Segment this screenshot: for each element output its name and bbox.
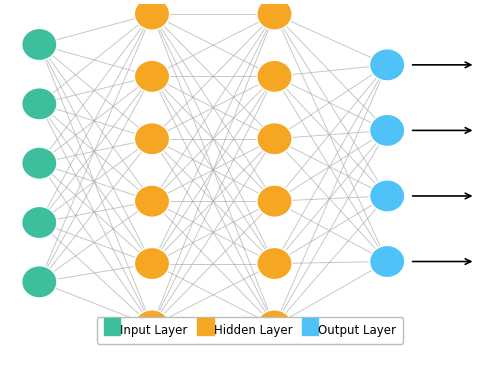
Ellipse shape — [22, 266, 57, 298]
Ellipse shape — [257, 247, 292, 280]
Ellipse shape — [257, 0, 292, 30]
Ellipse shape — [257, 185, 292, 217]
Legend: Input Layer, Hidden Layer, Output Layer: Input Layer, Hidden Layer, Output Layer — [96, 317, 404, 344]
Ellipse shape — [370, 49, 405, 81]
Ellipse shape — [134, 123, 170, 155]
Ellipse shape — [370, 114, 405, 147]
Ellipse shape — [257, 60, 292, 93]
Ellipse shape — [134, 310, 170, 342]
Ellipse shape — [22, 147, 57, 179]
Ellipse shape — [257, 310, 292, 342]
Ellipse shape — [22, 207, 57, 239]
Ellipse shape — [257, 123, 292, 155]
Ellipse shape — [370, 180, 405, 212]
Ellipse shape — [22, 29, 57, 61]
Ellipse shape — [370, 245, 405, 278]
Ellipse shape — [134, 185, 170, 217]
Ellipse shape — [134, 247, 170, 280]
Ellipse shape — [134, 0, 170, 30]
Ellipse shape — [134, 60, 170, 93]
Ellipse shape — [22, 88, 57, 120]
